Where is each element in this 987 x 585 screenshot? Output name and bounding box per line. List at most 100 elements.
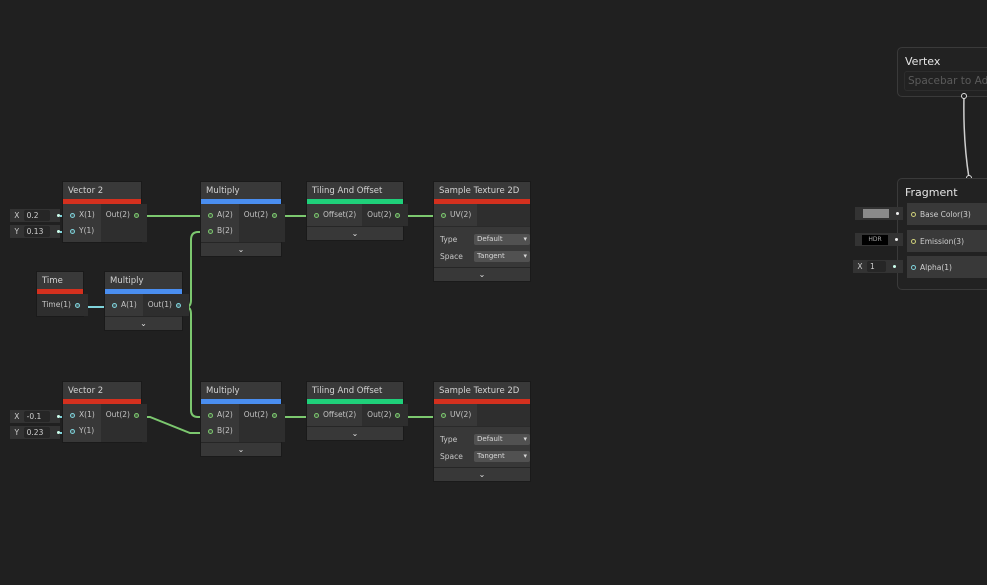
input-port[interactable]: X(1) <box>63 207 101 223</box>
port-icon[interactable] <box>911 238 916 244</box>
input-port[interactable]: Offset(2) <box>307 207 362 223</box>
node-tiling-top[interactable]: Tiling And Offset Offset(2) Out(2) ⌄ <box>307 182 409 240</box>
port-icon[interactable] <box>208 428 213 434</box>
port-icon[interactable] <box>208 412 213 418</box>
port-icon[interactable] <box>70 212 75 218</box>
port-icon[interactable] <box>911 211 916 217</box>
property-dropdown[interactable]: Tangent ▾ <box>474 251 530 262</box>
input-port[interactable]: Y(1) <box>63 223 101 239</box>
port-icon[interactable] <box>314 212 319 218</box>
input-port[interactable]: A(2) <box>201 207 239 223</box>
input-port[interactable]: Y(1) <box>63 423 101 439</box>
output-port[interactable]: Out(2) <box>101 407 147 423</box>
node-vector2-top[interactable]: Vector 2 X(1) Y(1) Out(2) <box>63 182 147 242</box>
node-title[interactable]: Sample Texture 2D <box>434 382 530 399</box>
property-dropdown[interactable]: Default ▾ <box>474 434 530 445</box>
field-value[interactable]: 0.23 <box>23 427 51 438</box>
property-label: Type <box>440 235 458 244</box>
collapse-button[interactable]: ⌄ <box>201 242 281 256</box>
node-multiply-top[interactable]: Multiply A(2) B(2) Out(2) ⌄ <box>201 182 286 256</box>
collapse-button[interactable]: ⌄ <box>307 226 403 240</box>
node-tiling-bottom[interactable]: Tiling And Offset Offset(2) Out(2) ⌄ <box>307 382 409 440</box>
property-dropdown[interactable]: Tangent ▾ <box>474 451 530 462</box>
property-label: Space <box>440 452 463 461</box>
port-label: A(2) <box>217 210 233 219</box>
inline-field-x[interactable]: X -0.1 <box>10 410 60 423</box>
fragment-context[interactable]: Fragment Base Color(3) Emission(3) Alpha… <box>897 178 987 290</box>
field-value[interactable]: 0.2 <box>23 210 51 221</box>
input-port[interactable]: X(1) <box>63 407 101 423</box>
collapse-button[interactable]: ⌄ <box>201 442 281 456</box>
collapse-button[interactable]: ⌄ <box>307 426 403 440</box>
port-icon[interactable] <box>112 302 117 308</box>
node-multiply-bottom[interactable]: Multiply A(2) B(2) Out(2) ⌄ <box>201 382 286 456</box>
block-base-color[interactable]: Base Color(3) <box>907 203 987 225</box>
node-title[interactable]: Multiply <box>201 182 281 199</box>
input-port[interactable]: Offset(2) <box>307 407 362 423</box>
collapse-button[interactable]: ⌄ <box>434 267 530 281</box>
port-icon[interactable] <box>272 412 278 418</box>
input-port[interactable]: UV(2) <box>434 407 477 423</box>
node-title[interactable]: Vector 2 <box>63 382 141 399</box>
output-port[interactable]: Out(2) <box>239 207 285 223</box>
node-title[interactable]: Multiply <box>105 272 182 289</box>
node-time[interactable]: Time Time(1) <box>37 272 88 316</box>
input-port[interactable]: B(2) <box>201 423 239 439</box>
hdr-swatch[interactable]: HDR <box>862 234 888 245</box>
property-row: Space Tangent ▾ <box>434 248 530 265</box>
inline-field-y[interactable]: Y 0.23 <box>10 426 60 439</box>
port-icon[interactable] <box>314 412 319 418</box>
base-color-field[interactable] <box>855 207 903 220</box>
node-title[interactable]: Tiling And Offset <box>307 382 403 399</box>
input-port[interactable]: B(2) <box>201 223 239 239</box>
output-port[interactable]: Out(1) <box>143 297 189 313</box>
output-port[interactable]: Out(2) <box>362 207 408 223</box>
port-icon[interactable] <box>134 212 139 218</box>
port-icon[interactable] <box>441 212 446 218</box>
port-icon[interactable] <box>208 212 213 218</box>
port-icon[interactable] <box>70 228 75 234</box>
color-swatch[interactable] <box>863 209 889 218</box>
inline-field-x[interactable]: X 0.2 <box>10 209 60 222</box>
node-title[interactable]: Tiling And Offset <box>307 182 403 199</box>
input-port[interactable]: A(2) <box>201 407 239 423</box>
alpha-field[interactable]: X 1 <box>853 260 903 273</box>
node-sample-top[interactable]: Sample Texture 2D UV(2) Type Default ▾ Space… <box>434 182 530 281</box>
port-icon[interactable] <box>395 212 401 218</box>
collapse-button[interactable]: ⌄ <box>434 467 530 481</box>
vertex-add-hint[interactable]: Spacebar to Add <box>904 71 987 91</box>
port-icon[interactable] <box>441 412 446 418</box>
port-icon[interactable] <box>911 264 916 270</box>
field-value[interactable]: 0.13 <box>23 226 51 237</box>
alpha-value[interactable]: 1 <box>867 261 886 272</box>
output-port[interactable]: Out(2) <box>101 207 147 223</box>
input-port[interactable]: UV(2) <box>434 207 477 223</box>
output-port[interactable]: Time(1) <box>37 297 88 313</box>
output-port[interactable]: Out(2) <box>362 407 408 423</box>
node-vector2-bottom[interactable]: Vector 2 X(1) Y(1) Out(2) <box>63 382 147 442</box>
property-dropdown[interactable]: Default ▾ <box>474 234 530 245</box>
node-title[interactable]: Multiply <box>201 382 281 399</box>
collapse-button[interactable]: ⌄ <box>105 316 182 330</box>
node-multiply-time[interactable]: Multiply A(1) Out(1) ⌄ <box>105 272 189 330</box>
node-title[interactable]: Time <box>37 272 83 289</box>
port-icon[interactable] <box>134 412 139 418</box>
block-alpha[interactable]: Alpha(1) <box>907 256 987 278</box>
port-icon[interactable] <box>176 302 181 308</box>
node-sample-bottom[interactable]: Sample Texture 2D UV(2) Type Default ▾ Space… <box>434 382 530 481</box>
input-port[interactable]: A(1) <box>105 297 143 313</box>
node-title[interactable]: Vector 2 <box>63 182 141 199</box>
vertex-context[interactable]: Vertex Spacebar to Add <box>897 47 987 97</box>
port-icon[interactable] <box>74 302 80 308</box>
port-icon[interactable] <box>70 412 75 418</box>
port-icon[interactable] <box>208 228 213 234</box>
output-port[interactable]: Out(2) <box>239 407 285 423</box>
block-emission[interactable]: Emission(3) <box>907 230 987 252</box>
field-value[interactable]: -0.1 <box>23 411 51 422</box>
emission-field[interactable]: HDR <box>855 233 903 246</box>
node-title[interactable]: Sample Texture 2D <box>434 182 530 199</box>
port-icon[interactable] <box>70 428 75 434</box>
inline-field-y[interactable]: Y 0.13 <box>10 225 60 238</box>
port-icon[interactable] <box>272 212 278 218</box>
port-icon[interactable] <box>395 412 401 418</box>
